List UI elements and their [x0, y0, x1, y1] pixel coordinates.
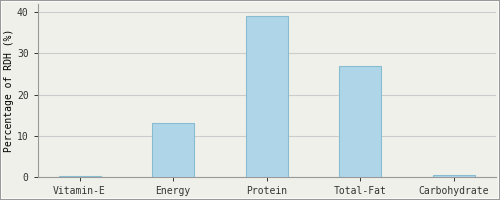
Bar: [58, 176, 100, 177]
Bar: [433, 175, 475, 177]
Y-axis label: Percentage of RDH (%): Percentage of RDH (%): [4, 29, 14, 152]
Bar: [152, 123, 194, 177]
Bar: [340, 66, 382, 177]
Bar: [246, 16, 288, 177]
